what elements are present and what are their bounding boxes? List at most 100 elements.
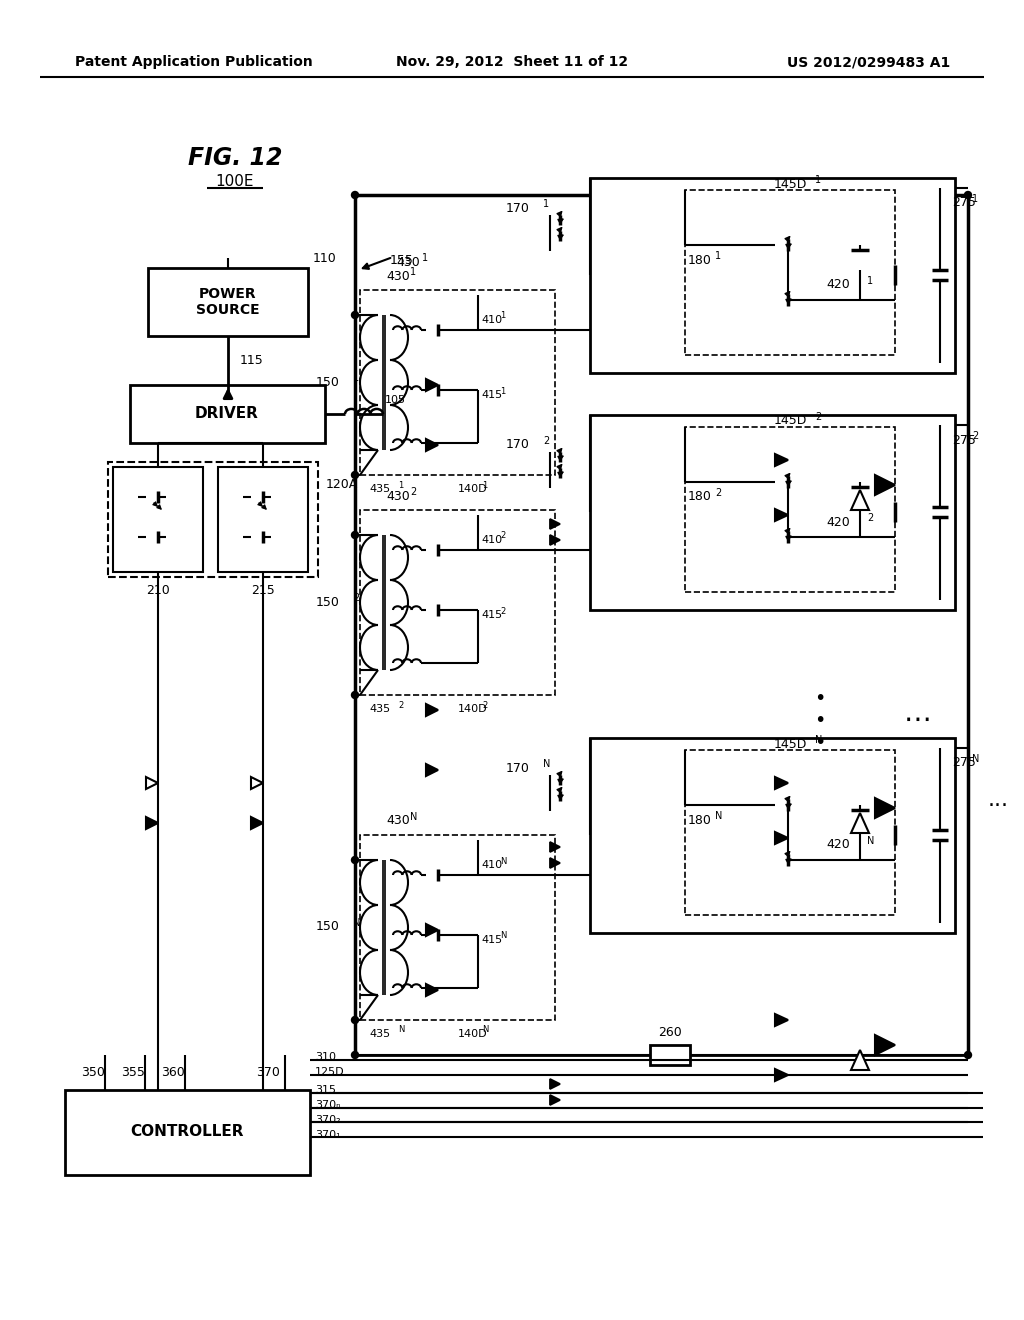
Text: 420: 420 [826, 838, 850, 851]
Text: 350: 350 [81, 1065, 105, 1078]
Polygon shape [775, 832, 788, 843]
Text: 370: 370 [256, 1065, 280, 1078]
Text: 115: 115 [240, 354, 264, 367]
Text: 1: 1 [500, 387, 505, 396]
Text: N: N [972, 754, 979, 764]
Text: 260: 260 [658, 1027, 682, 1040]
Text: 275: 275 [952, 433, 976, 446]
Circle shape [351, 312, 358, 318]
Text: N: N [353, 917, 360, 928]
Bar [360, 510, 555, 696]
Text: 2: 2 [815, 412, 821, 422]
Bar [65, 1090, 310, 1175]
Text: N: N [867, 836, 874, 846]
Polygon shape [851, 1049, 869, 1071]
Text: ...: ... [988, 789, 1009, 810]
Text: 435: 435 [370, 1030, 390, 1039]
Bar [685, 750, 895, 915]
Polygon shape [426, 379, 438, 391]
Text: 430: 430 [396, 256, 420, 268]
Text: N: N [482, 1026, 488, 1035]
Text: 170: 170 [506, 762, 530, 775]
Text: 2: 2 [543, 436, 549, 446]
Polygon shape [146, 777, 158, 789]
Text: 140D: 140D [458, 704, 487, 714]
Text: 215: 215 [251, 585, 274, 598]
Polygon shape [851, 813, 869, 833]
Text: 410: 410 [481, 861, 502, 870]
Circle shape [965, 191, 972, 198]
Text: 370₂: 370₂ [315, 1115, 341, 1125]
Bar [590, 414, 955, 610]
Text: 150: 150 [316, 375, 340, 388]
Polygon shape [851, 490, 869, 510]
Text: 1: 1 [815, 176, 821, 185]
Text: 140D: 140D [458, 1030, 487, 1039]
Circle shape [351, 471, 358, 479]
Text: 430: 430 [386, 490, 410, 503]
Text: 150: 150 [316, 595, 340, 609]
Text: 1: 1 [482, 480, 487, 490]
Text: 435: 435 [370, 704, 390, 714]
Bar [108, 462, 318, 577]
Polygon shape [550, 535, 560, 545]
Bar [130, 385, 325, 444]
Text: 275: 275 [952, 197, 976, 210]
Text: 420: 420 [826, 516, 850, 528]
Text: 1: 1 [867, 276, 873, 286]
Text: CONTROLLER: CONTROLLER [130, 1125, 244, 1139]
Text: 2: 2 [353, 593, 359, 603]
Text: 170: 170 [506, 438, 530, 451]
Text: US 2012/0299483 A1: US 2012/0299483 A1 [786, 55, 950, 69]
Text: ⋯: ⋯ [904, 706, 932, 734]
Polygon shape [775, 1014, 788, 1026]
Text: 145D: 145D [773, 177, 807, 190]
Text: 2: 2 [972, 432, 978, 441]
Bar [360, 290, 555, 475]
Polygon shape [550, 519, 560, 529]
Text: N: N [815, 735, 822, 744]
Polygon shape [874, 475, 895, 495]
Bar [685, 190, 895, 355]
Circle shape [965, 1052, 972, 1059]
Circle shape [351, 1016, 358, 1023]
Text: 150: 150 [316, 920, 340, 933]
Text: •
•
•: • • • [814, 689, 825, 751]
Text: 2: 2 [500, 532, 505, 540]
Circle shape [351, 532, 358, 539]
Text: 155: 155 [390, 253, 414, 267]
Text: 370₁: 370₁ [315, 1130, 341, 1140]
Bar [218, 467, 308, 572]
Polygon shape [775, 510, 788, 521]
Text: 170: 170 [506, 202, 530, 214]
Text: 355: 355 [121, 1065, 145, 1078]
Polygon shape [426, 924, 438, 936]
Circle shape [351, 191, 358, 198]
Text: 140D: 140D [458, 484, 487, 494]
Polygon shape [426, 440, 438, 451]
Circle shape [351, 692, 358, 698]
Bar [590, 738, 955, 933]
Text: 1: 1 [422, 253, 428, 263]
Bar [650, 1045, 690, 1065]
Polygon shape [251, 817, 263, 829]
Text: 2: 2 [867, 513, 873, 523]
Text: 2: 2 [482, 701, 487, 710]
Text: 145D: 145D [773, 738, 807, 751]
Polygon shape [550, 858, 560, 869]
Text: 415: 415 [481, 389, 502, 400]
Circle shape [351, 1052, 358, 1059]
Text: N: N [715, 810, 722, 821]
Text: 180: 180 [688, 253, 712, 267]
Text: 420: 420 [826, 279, 850, 292]
Text: 310: 310 [315, 1052, 336, 1063]
Text: 410: 410 [481, 315, 502, 325]
Text: 105: 105 [385, 395, 406, 405]
Text: 410: 410 [481, 535, 502, 545]
Polygon shape [874, 1035, 895, 1055]
Polygon shape [775, 454, 788, 466]
Polygon shape [426, 764, 438, 776]
Text: 315: 315 [315, 1085, 336, 1096]
Polygon shape [775, 777, 788, 789]
Text: 1: 1 [972, 194, 978, 205]
